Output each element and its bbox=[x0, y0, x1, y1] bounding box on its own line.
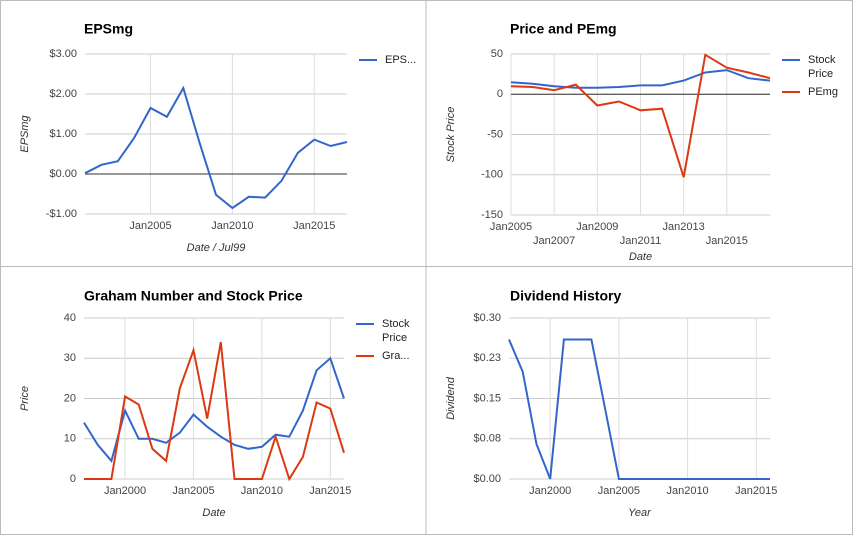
y-tick-label: 30 bbox=[64, 352, 76, 364]
x-tick-label: Jan2005 bbox=[598, 485, 640, 497]
chart-title: Dividend History bbox=[510, 288, 621, 304]
x-tick-label: Jan2005 bbox=[172, 485, 214, 497]
y-tick-label: $3.00 bbox=[49, 48, 77, 60]
y-axis-title: Price bbox=[19, 386, 31, 411]
x-tick-label: Jan2007 bbox=[533, 235, 575, 247]
x-axis-title: Date / Jul99 bbox=[187, 242, 246, 254]
series-line bbox=[83, 356, 345, 463]
y-tick-label: -$1.00 bbox=[46, 208, 77, 220]
x-tick-label: Jan2010 bbox=[666, 485, 708, 497]
chart-title: Price and PEmg bbox=[510, 21, 617, 37]
chart-title: Graham Number and Stock Price bbox=[84, 288, 303, 304]
x-axis-title: Date bbox=[629, 251, 652, 263]
chart-title: EPSmg bbox=[84, 21, 133, 37]
y-tick-label: $0.15 bbox=[473, 392, 501, 404]
x-tick-label: Jan2015 bbox=[309, 485, 351, 497]
x-axis-title: Date bbox=[202, 507, 225, 519]
y-tick-label: -50 bbox=[487, 128, 503, 140]
series-line bbox=[510, 53, 771, 178]
legend-label: Stock Price bbox=[382, 318, 413, 344]
y-tick-label: -150 bbox=[481, 209, 503, 221]
x-tick-label: Jan2005 bbox=[490, 221, 532, 233]
x-tick-label: Jan2013 bbox=[663, 221, 705, 233]
y-tick-label: $0.00 bbox=[49, 168, 77, 180]
y-tick-label: 40 bbox=[64, 312, 76, 324]
x-tick-label: Jan2015 bbox=[735, 485, 777, 497]
legend-label: PEmg bbox=[808, 86, 838, 98]
x-tick-label: Jan2015 bbox=[293, 220, 335, 232]
series-line bbox=[84, 85, 348, 210]
y-tick-label: 20 bbox=[64, 392, 76, 404]
y-tick-label: $1.00 bbox=[49, 128, 77, 140]
series-line bbox=[508, 338, 770, 480]
x-tick-label: Jan2000 bbox=[529, 485, 571, 497]
y-tick-label: $0.23 bbox=[473, 352, 501, 364]
y-tick-label: -100 bbox=[481, 169, 503, 181]
x-tick-label: Jan2009 bbox=[576, 221, 618, 233]
y-tick-label: 0 bbox=[70, 473, 76, 485]
y-tick-label: 0 bbox=[497, 88, 503, 100]
x-tick-label: Jan2010 bbox=[241, 485, 283, 497]
x-tick-label: Jan2010 bbox=[211, 220, 253, 232]
x-tick-label: Jan2000 bbox=[104, 485, 146, 497]
x-tick-label: Jan2011 bbox=[620, 235, 661, 247]
legend-label: Stock Price bbox=[808, 54, 839, 80]
series-line bbox=[510, 69, 771, 89]
x-tick-label: Jan2005 bbox=[129, 220, 171, 232]
legend-label: EPS... bbox=[385, 54, 416, 66]
y-tick-label: 10 bbox=[64, 433, 76, 445]
y-tick-label: $0.00 bbox=[473, 473, 501, 485]
y-axis-title: Dividend bbox=[445, 376, 457, 420]
legend-label: Gra... bbox=[382, 350, 410, 362]
y-axis-title: EPSmg bbox=[19, 114, 31, 152]
series-line bbox=[84, 341, 345, 482]
y-axis-title: Stock Price bbox=[445, 107, 457, 163]
y-tick-label: $2.00 bbox=[49, 88, 77, 100]
y-tick-label: 50 bbox=[491, 48, 503, 60]
y-tick-label: $0.08 bbox=[473, 433, 501, 445]
x-tick-label: Jan2015 bbox=[706, 235, 748, 247]
x-axis-title: Year bbox=[628, 507, 652, 519]
y-tick-label: $0.30 bbox=[473, 312, 501, 324]
